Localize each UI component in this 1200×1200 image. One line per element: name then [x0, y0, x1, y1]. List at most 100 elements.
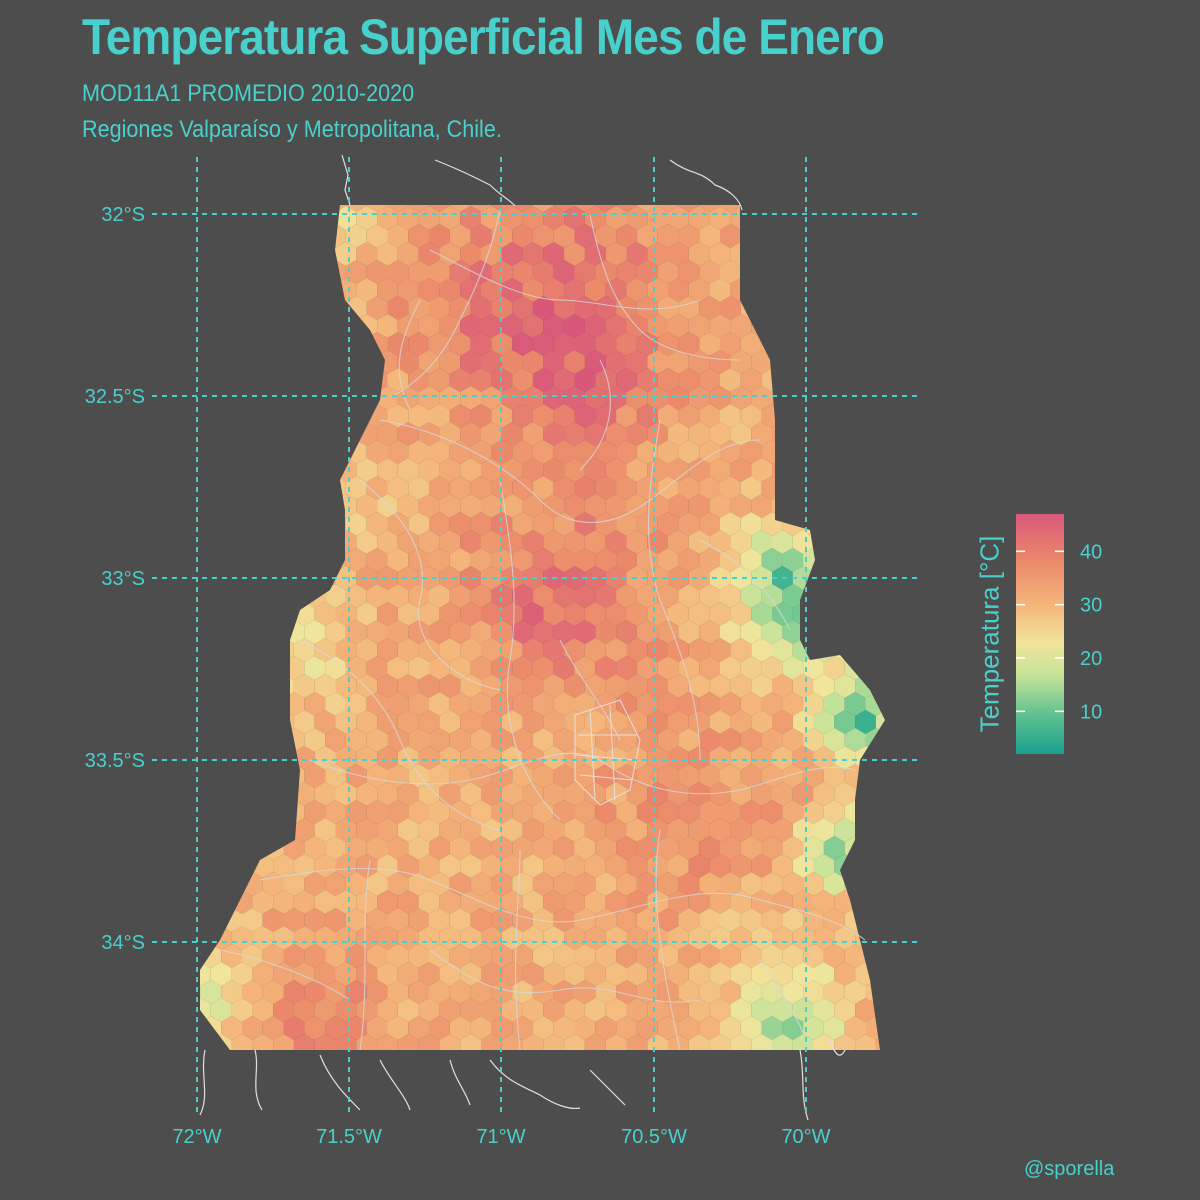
temperature-hex — [636, 800, 658, 824]
temperature-hex — [834, 422, 856, 446]
temperature-hex — [699, 980, 720, 1004]
temperature-hex — [200, 494, 211, 518]
temperature-hex — [293, 890, 315, 914]
temperature-hex — [595, 800, 617, 824]
temperature-hex — [803, 800, 824, 824]
temperature-hex — [304, 404, 326, 428]
temperature-hex — [823, 836, 845, 860]
temperature-hex — [252, 962, 274, 986]
temperature-hex — [761, 1016, 783, 1040]
temperature-hex — [501, 206, 523, 230]
temperature-hex — [512, 872, 533, 896]
temperature-hex — [304, 800, 326, 824]
temperature-hex — [460, 602, 481, 626]
temperature-hex — [751, 602, 772, 626]
temperature-hex — [377, 530, 398, 554]
temperature-hex — [273, 530, 294, 554]
temperature-hex — [823, 800, 845, 824]
temperature-hex — [668, 566, 689, 590]
temperature-hex — [584, 242, 606, 266]
temperature-hex — [242, 224, 263, 248]
temperature-hex — [314, 206, 336, 230]
temperature-hex — [668, 278, 689, 302]
temperature-hex — [657, 440, 679, 464]
temperature-hex — [595, 908, 617, 932]
temperature-hex — [886, 836, 907, 860]
temperature-hex — [200, 620, 222, 644]
temperature-hex — [304, 332, 326, 356]
temperature-hex — [221, 764, 242, 788]
temperature-hex — [325, 908, 346, 932]
temperature-hex — [460, 638, 481, 662]
temperature-hex — [262, 368, 284, 392]
temperature-hex — [418, 1034, 440, 1050]
temperature-hex — [429, 512, 450, 536]
temperature-hex — [532, 260, 554, 284]
temperature-hex — [823, 872, 845, 896]
temperature-hex — [584, 602, 606, 626]
temperature-hex — [636, 692, 658, 716]
temperature-hex — [636, 872, 658, 896]
temperature-hex — [553, 944, 575, 968]
temperature-hex — [647, 782, 668, 806]
temperature-hex — [761, 728, 783, 752]
temperature-hex — [252, 818, 274, 842]
temperature-hex — [855, 242, 876, 266]
temperature-hex — [335, 890, 357, 914]
temperature-hex — [429, 332, 450, 356]
temperature-hex — [875, 278, 885, 302]
legend-tick-label: 20 — [1080, 648, 1102, 670]
temperature-hex — [813, 1034, 835, 1050]
temperature-hex — [782, 800, 804, 824]
temperature-hex — [886, 224, 907, 248]
temperature-hex — [242, 980, 263, 1004]
temperature-hex — [813, 746, 835, 770]
temperature-hex — [200, 512, 201, 536]
temperature-hex — [813, 710, 835, 734]
temperature-hex — [574, 332, 596, 356]
temperature-hex — [408, 440, 429, 464]
temperature-hex — [543, 386, 565, 410]
temperature-hex — [377, 782, 398, 806]
temperature-hex — [543, 890, 565, 914]
temperature-hex — [761, 548, 783, 572]
temperature-hex — [668, 602, 689, 626]
temperature-hex — [293, 674, 315, 698]
temperature-hex — [823, 656, 845, 680]
temperature-hex — [335, 206, 357, 230]
temperature-hex — [668, 710, 689, 734]
temperature-hex — [366, 584, 388, 608]
temperature-hex — [855, 386, 876, 410]
temperature-hex — [200, 422, 211, 446]
temperature-hex — [720, 764, 741, 788]
temperature-hex — [200, 962, 211, 986]
temperature-hex — [595, 872, 617, 896]
temperature-hex — [252, 1034, 274, 1050]
temperature-hex — [200, 638, 211, 662]
temperature-hex — [782, 404, 804, 428]
temperature-hex — [730, 314, 752, 338]
temperature-hex — [314, 278, 336, 302]
temperature-hex — [813, 386, 835, 410]
temperature-hex — [418, 710, 440, 734]
temperature-hex — [314, 638, 336, 662]
temperature-hex — [772, 314, 793, 338]
temperature-hex — [283, 584, 305, 608]
temperature-hex — [564, 206, 585, 230]
temperature-hex — [460, 458, 481, 482]
temperature-hex — [449, 548, 471, 572]
temperature-hex — [283, 512, 305, 536]
temperature-hex — [792, 818, 814, 842]
temperature-hex — [387, 620, 409, 644]
temperature-hex — [647, 674, 668, 698]
temperature-hex — [574, 980, 596, 1004]
temperature-hex — [314, 602, 336, 626]
temperature-hex — [855, 530, 876, 554]
temperature-hex — [636, 944, 658, 968]
temperature-hex — [283, 404, 305, 428]
temperature-hex — [231, 638, 253, 662]
temperature-hex — [460, 854, 481, 878]
temperature-hex — [221, 368, 242, 392]
temperature-hex — [439, 350, 461, 374]
temperature-hex — [210, 314, 232, 338]
